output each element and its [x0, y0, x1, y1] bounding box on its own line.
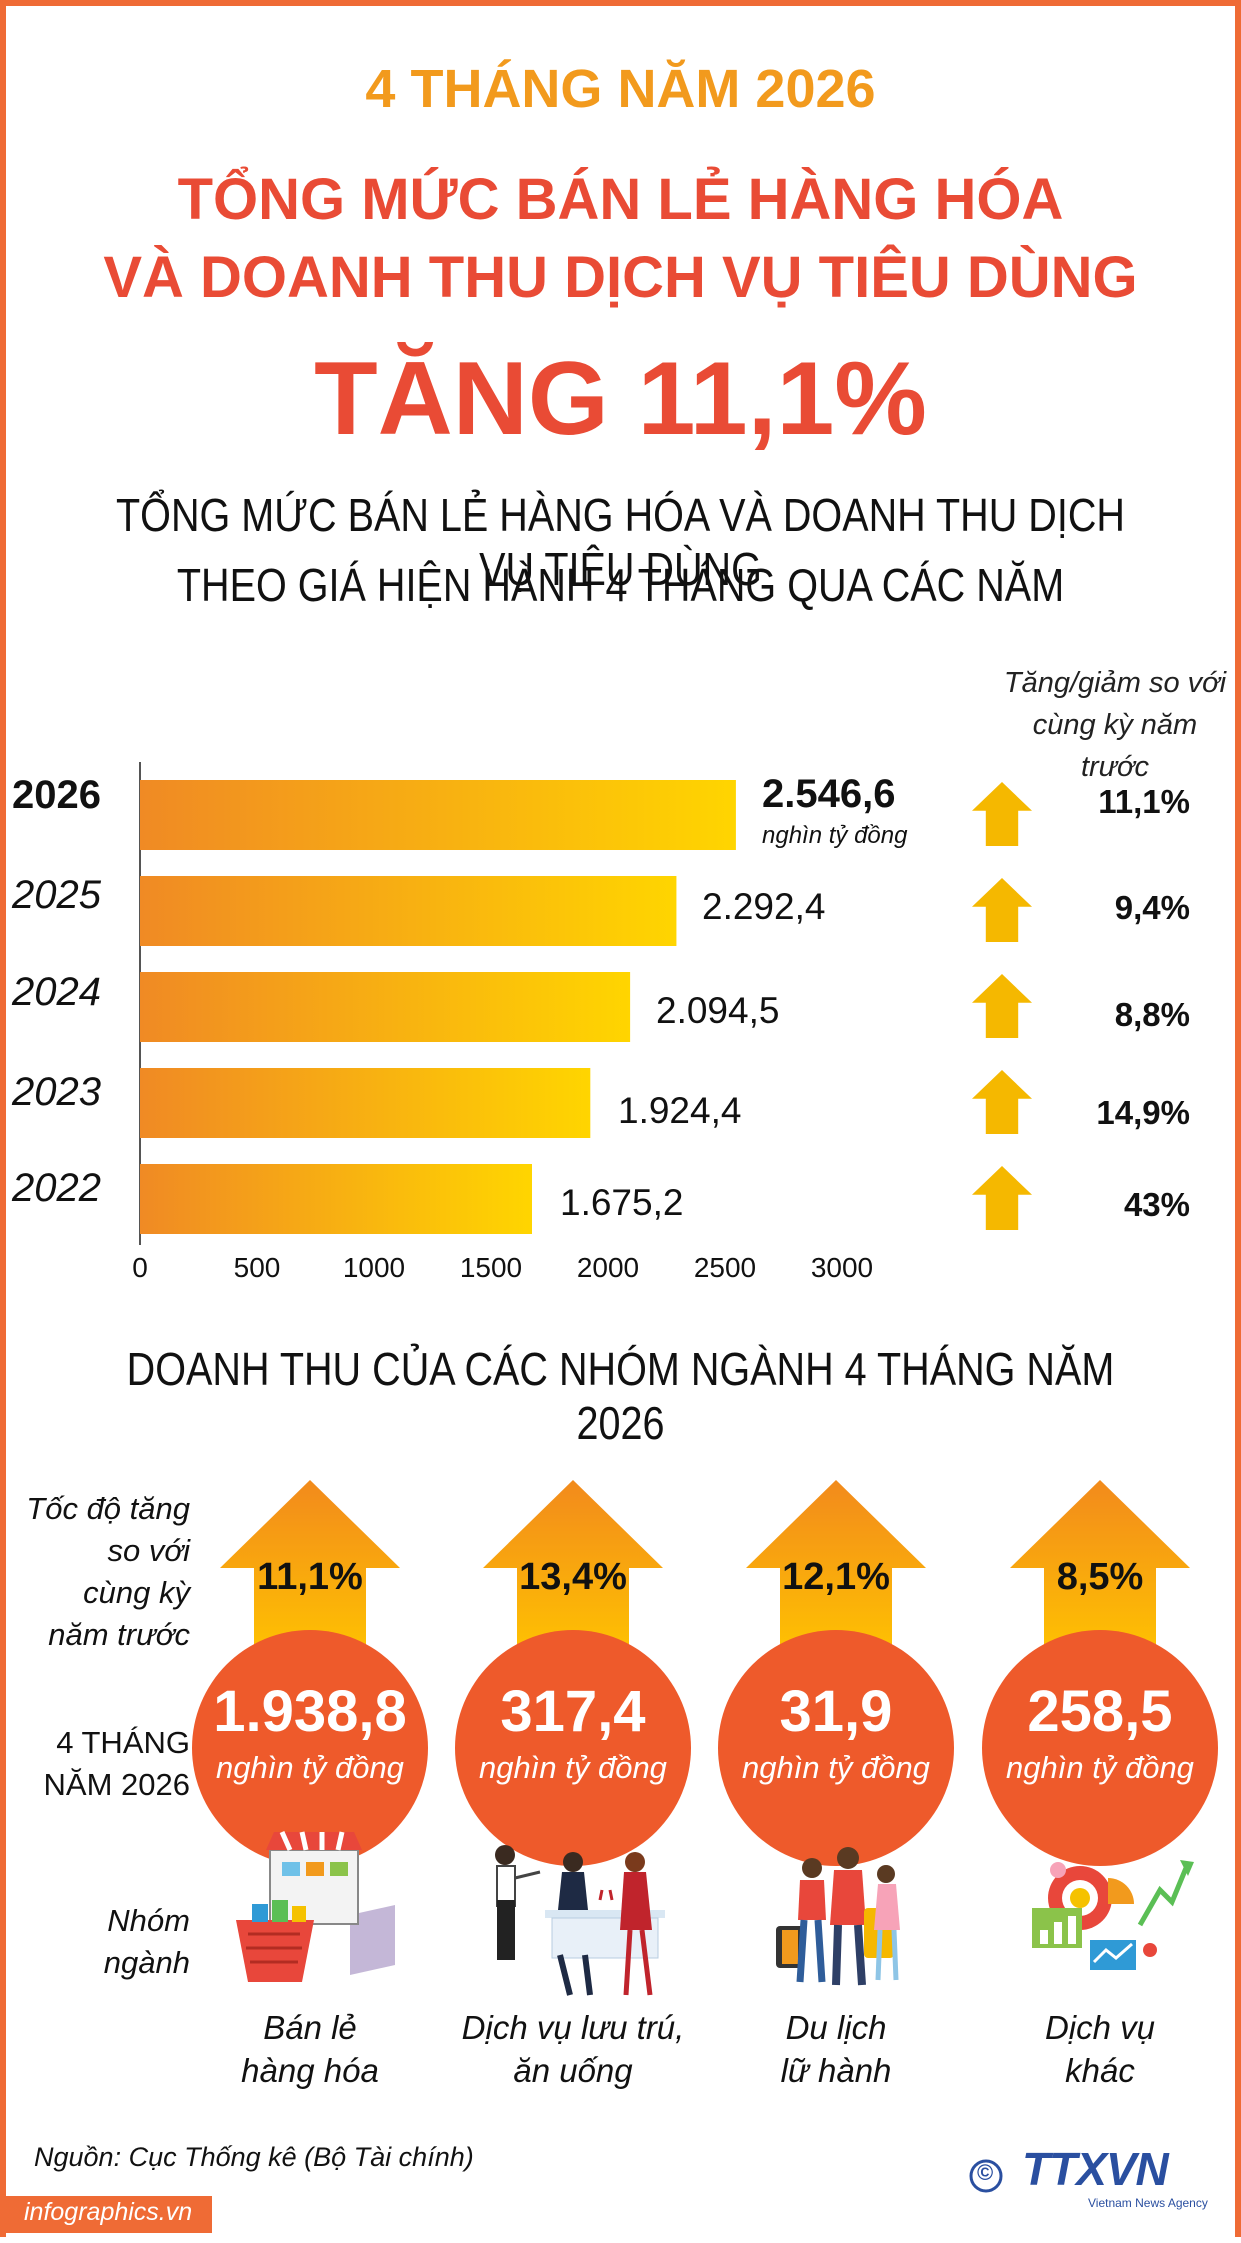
- rate-label-2024: 8,8%: [1114, 996, 1190, 1033]
- group-unit-2: nghìn tỷ đồng: [479, 1750, 667, 1785]
- group-rate-4: 8,5%: [1056, 1556, 1144, 1598]
- group-circle-4: [982, 1630, 1218, 1866]
- bar-2024: [140, 972, 631, 1042]
- site-link[interactable]: infographics.vn: [6, 2196, 213, 2233]
- group-name-2-line-1: Dịch vụ lưu trú,: [461, 2009, 685, 2046]
- ttxvn-logo-sub: Vietnam News Agency: [1088, 2196, 1208, 2210]
- groups-title: DOANH THU CỦA CÁC NHÓM NGÀNH 4 THÁNG NĂM…: [126, 1343, 1115, 1449]
- group-rate-3: 12,1%: [782, 1556, 890, 1598]
- growth-arrow-2024: [972, 974, 1032, 1038]
- rate-label-2023: 14,9%: [1096, 1094, 1190, 1131]
- bar-2023: [140, 1068, 591, 1138]
- period-row-label-line-1: 4 THÁNG: [56, 1725, 190, 1760]
- group-arrow-2: [483, 1480, 663, 1660]
- group-name-2-line-2: ăn uống: [513, 2052, 633, 2089]
- bar-chart: [139, 762, 1032, 1245]
- group-arrow-1: [220, 1480, 400, 1660]
- group-name-4-line-2: khác: [1065, 2052, 1135, 2089]
- bar-2026: [140, 780, 736, 850]
- bar-2025: [140, 876, 677, 946]
- group-row-label: Nhóm ngành: [10, 1900, 190, 1984]
- period-row-label-line-2: NĂM 2026: [43, 1767, 190, 1802]
- rate-header: Tăng/giảm so với cùng kỳ năm trước: [1000, 662, 1230, 788]
- value-label-2024: 2.094,5: [656, 990, 780, 1031]
- rate-label-2025: 9,4%: [1114, 889, 1190, 926]
- x-tick-1000: 1000: [342, 1252, 406, 1283]
- rate-row-label-line-4: năm trước: [48, 1617, 190, 1652]
- rate-header-line-1: Tăng/giảm so với: [1003, 667, 1227, 699]
- shop-basket-icon: [236, 1830, 395, 1982]
- period-row-label: 4 THÁNG NĂM 2026: [10, 1722, 190, 1806]
- group-name-3-line-1: Du lịch: [785, 2009, 887, 2046]
- rate-row-label-line-3: cùng kỳ: [83, 1575, 190, 1610]
- group-name-1-line-2: hàng hóa: [241, 2052, 379, 2089]
- dining-icon: [495, 1845, 665, 1996]
- title-line-1: TỔNG MỨC BÁN LẺ HÀNG HÓA: [177, 167, 1064, 232]
- value-label-2025: 2.292,4: [702, 886, 826, 927]
- chart-title-line-1: TỔNG MỨC BÁN LẺ HÀNG HÓA VÀ DOANH THU DỊ…: [116, 489, 1125, 595]
- group-circle-2: [455, 1630, 691, 1866]
- group-name-4: Dịch vụ khác: [970, 2006, 1230, 2092]
- unit-note: nghìn tỷ đồng: [762, 822, 908, 849]
- group-row-label-line-2: ngành: [103, 1945, 190, 1980]
- group-rate-1: 11,1%: [257, 1556, 363, 1598]
- value-label-2026: 2.546,6: [762, 772, 896, 816]
- year-label-2024: 2024: [12, 970, 101, 1014]
- group-unit-4: nghìn tỷ đồng: [1006, 1750, 1194, 1785]
- analytics-icon: [1032, 1860, 1194, 1970]
- group-value-3: 31,9: [779, 1679, 893, 1744]
- bar-2022: [140, 1164, 532, 1234]
- headline-growth: TĂNG 11,1%: [314, 341, 927, 457]
- ttxvn-logo: TTXVN: [1022, 2143, 1169, 2195]
- source-note: Nguồn: Cục Thống kê (Bộ Tài chính): [34, 2142, 474, 2172]
- rate-row-label-line-2: so với: [107, 1533, 190, 1568]
- year-label-2023: 2023: [12, 1070, 101, 1114]
- growth-arrow-2026: [972, 782, 1032, 846]
- period-label: 4 THÁNG NĂM 2026: [365, 59, 876, 119]
- title-line-2: VÀ DOANH THU DỊCH VỤ TIÊU DÙNG: [103, 245, 1138, 310]
- group-name-2: Dịch vụ lưu trú, ăn uống: [443, 2006, 703, 2092]
- group-unit-1: nghìn tỷ đồng: [216, 1750, 404, 1785]
- value-label-2023: 1.924,4: [618, 1090, 742, 1131]
- year-label-2026: 2026: [12, 773, 101, 817]
- rate-label-2022: 43%: [1123, 1186, 1190, 1223]
- year-label-2025: 2025: [12, 873, 101, 917]
- growth-arrow-2025: [972, 878, 1032, 942]
- x-tick-3000: 3000: [810, 1252, 874, 1283]
- group-row-label-line-1: Nhóm: [107, 1903, 190, 1938]
- group-unit-3: nghìn tỷ đồng: [742, 1750, 930, 1785]
- chart-title-line-2: THEO GIÁ HIỆN HÀNH 4 THÁNG QUA CÁC NĂM: [176, 559, 1065, 611]
- group-arrow-3: [746, 1480, 926, 1660]
- value-label-2022: 1.675,2: [560, 1182, 684, 1223]
- growth-arrow-2022: [972, 1166, 1032, 1230]
- group-name-1: Bán lẻ hàng hóa: [180, 2006, 440, 2092]
- group-value-2: 317,4: [500, 1679, 646, 1744]
- x-tick-0: 0: [132, 1252, 148, 1283]
- rate-row-label: Tốc độ tăng so với cùng kỳ năm trước: [10, 1488, 190, 1656]
- group-name-3-line-2: lữ hành: [780, 2052, 892, 2089]
- group-name-1-line-1: Bán lẻ: [263, 2009, 357, 2046]
- group-circle-3: [718, 1630, 954, 1866]
- x-tick-2000: 2000: [576, 1252, 640, 1283]
- year-label-2022: 2022: [12, 1166, 101, 1210]
- growth-arrow-2023: [972, 1070, 1032, 1134]
- rate-label-2026: 11,1%: [1098, 783, 1190, 820]
- group-circle-1: [192, 1630, 428, 1866]
- group-value-4: 258,5: [1027, 1679, 1173, 1744]
- travelers-icon: [776, 1847, 900, 1986]
- copyright-symbol: ©: [977, 2160, 994, 2185]
- group-name-3: Du lịch lữ hành: [706, 2006, 966, 2092]
- x-tick-1500: 1500: [459, 1252, 523, 1283]
- group-rate-2: 13,4%: [519, 1556, 627, 1598]
- copyright-circle: [969, 2159, 1003, 2193]
- group-name-4-line-1: Dịch vụ: [1044, 2009, 1156, 2046]
- x-tick-500: 500: [233, 1252, 281, 1283]
- group-value-1: 1.938,8: [213, 1679, 407, 1744]
- group-arrow-4: [1010, 1480, 1190, 1660]
- rate-row-label-line-1: Tốc độ tăng: [26, 1491, 190, 1526]
- rate-header-line-2: cùng kỳ năm trước: [1032, 709, 1198, 783]
- x-tick-2500: 2500: [693, 1252, 757, 1283]
